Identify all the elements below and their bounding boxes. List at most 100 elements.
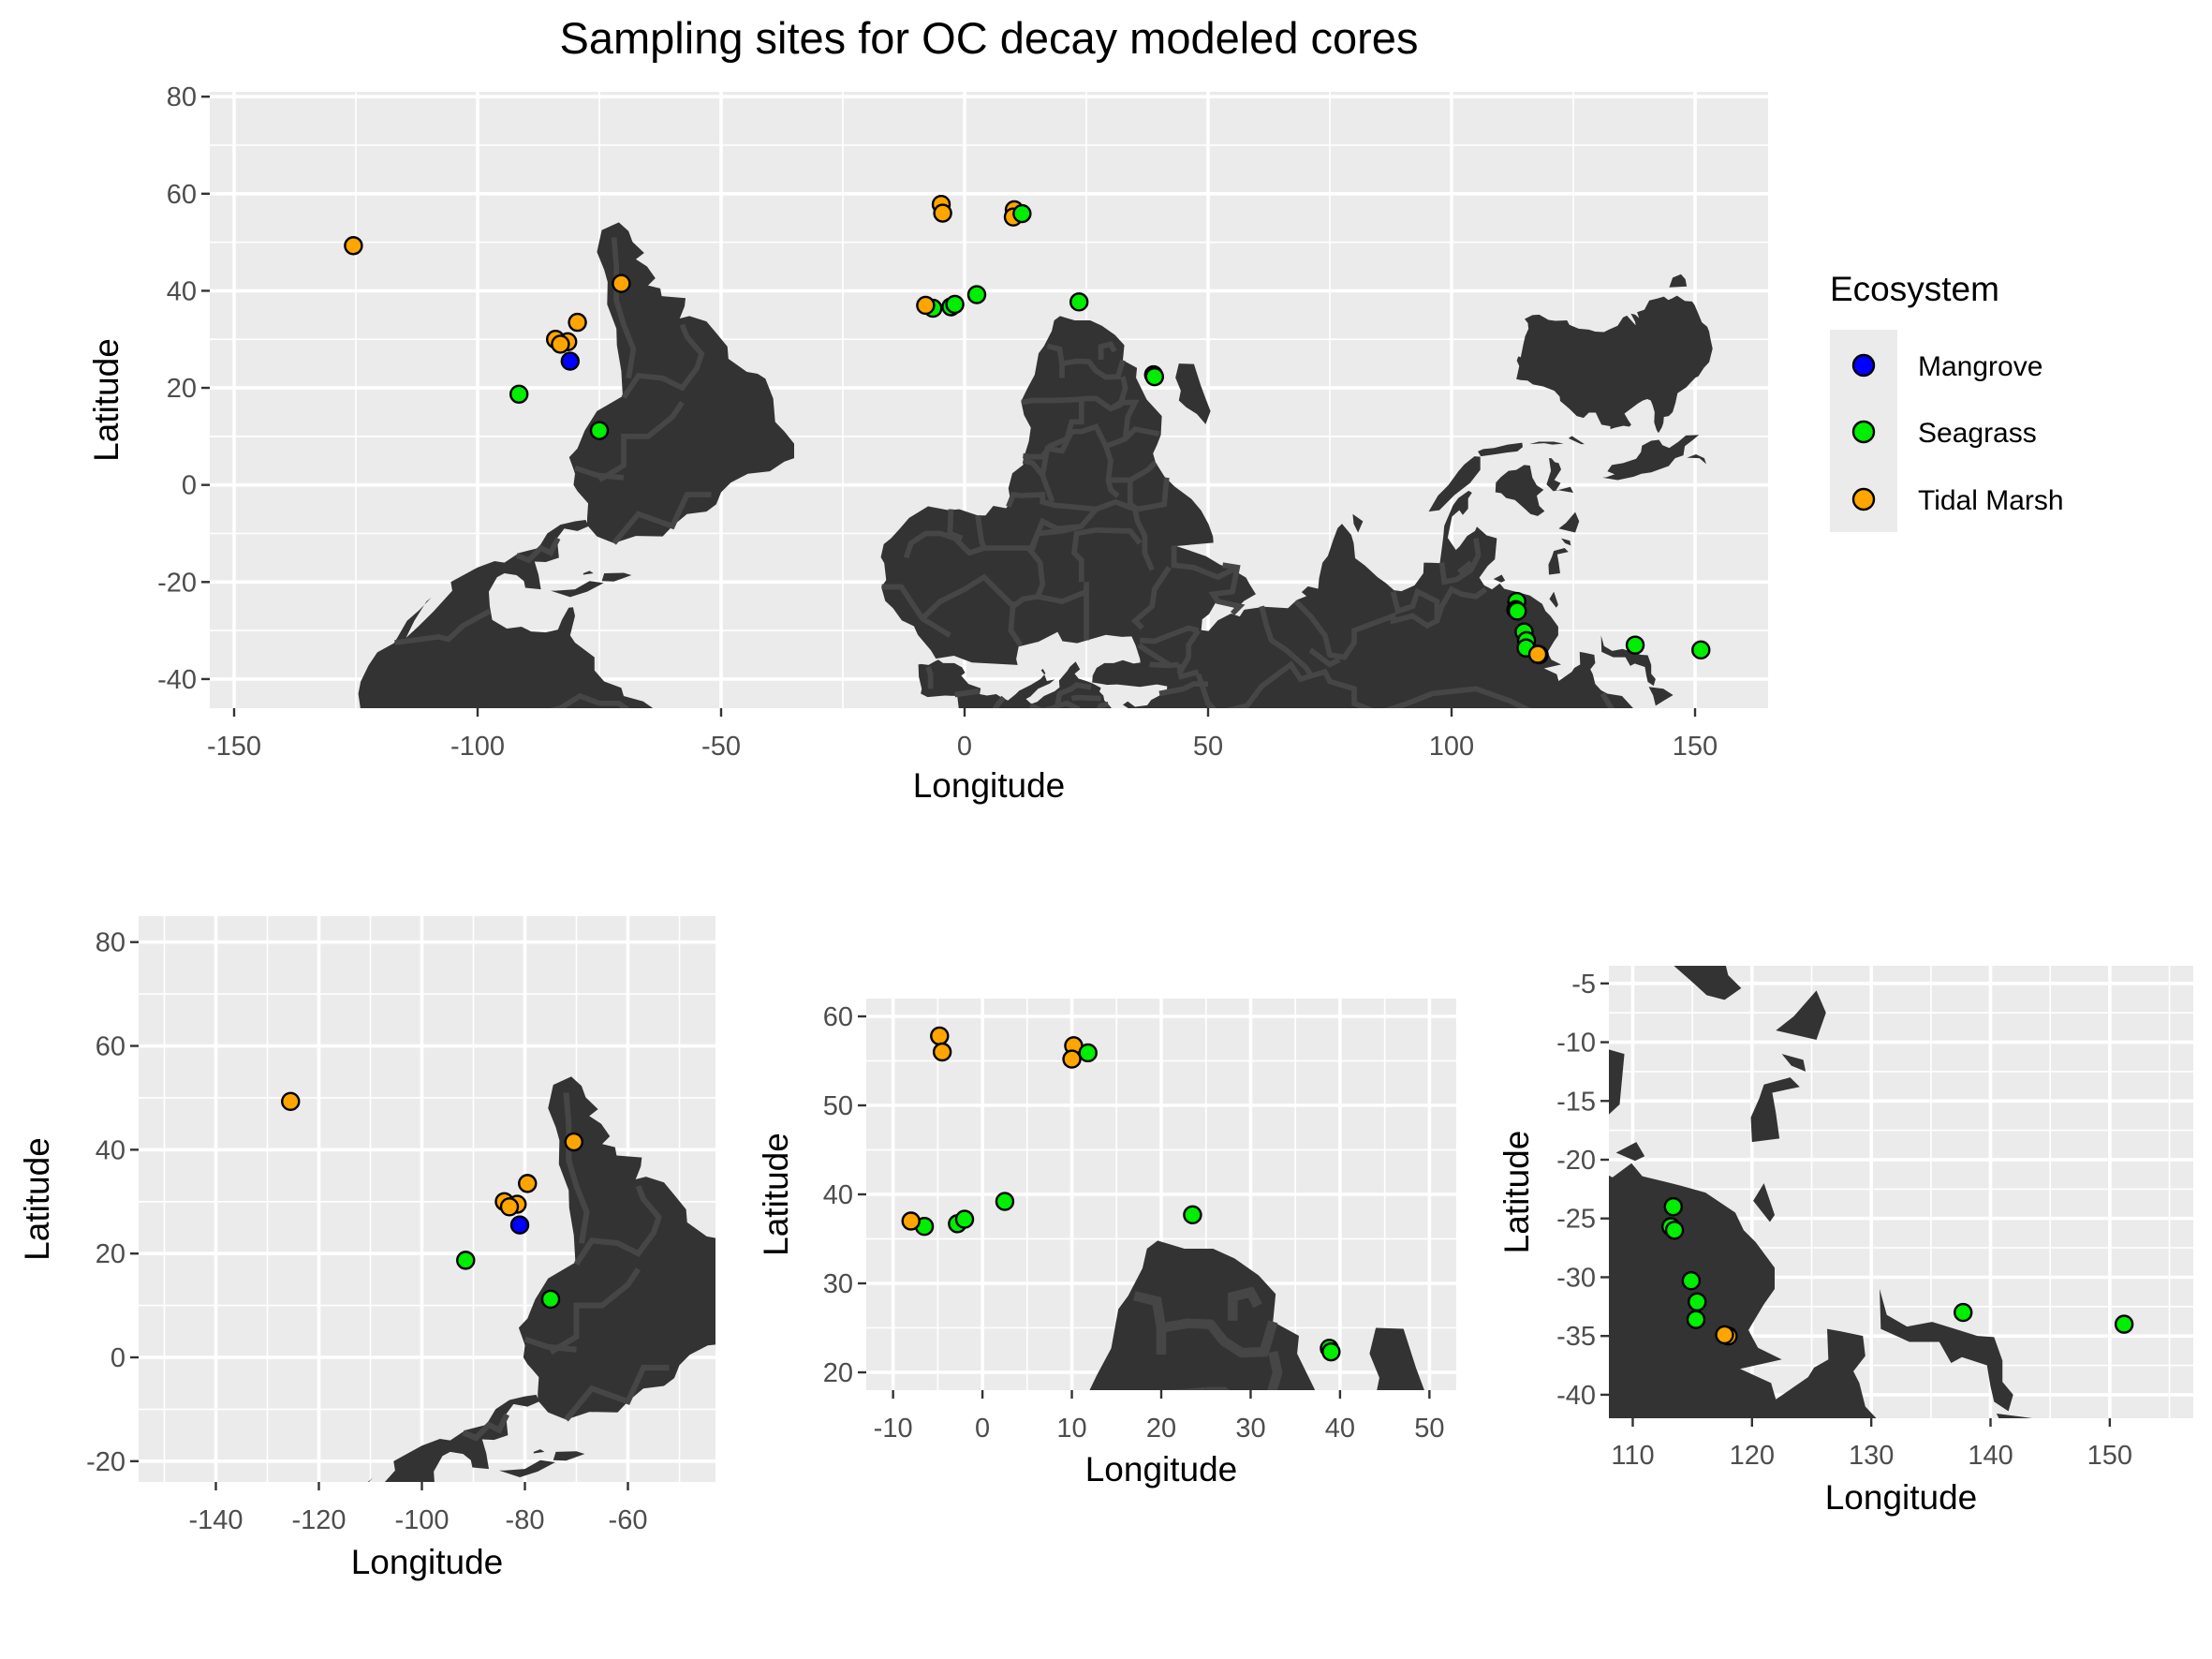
site-point-seagrass [456, 1251, 476, 1270]
x-axis-title: Longitude [913, 766, 1066, 805]
site-point-seagrass [1078, 1043, 1098, 1063]
site-point-tidal-marsh [499, 1197, 520, 1217]
y-tick-label: -20 [86, 1447, 125, 1477]
y-tick-label: -35 [1556, 1322, 1596, 1352]
x-axis-title: Longitude [1825, 1478, 1978, 1517]
y-tick-label: 60 [167, 180, 197, 210]
site-point-tidal-marsh [344, 236, 363, 256]
legend: Ecosystem Mangrove Seagrass Tidal Marsh [1830, 270, 2064, 532]
y-tick-label: 20 [823, 1358, 853, 1388]
site-point-tidal-marsh [568, 312, 587, 333]
site-point-mangrove [560, 351, 580, 371]
australia-map-panel: 110 120 130 140 150 -40 -35 -30 -25 -20 -15 -10 -5 Lo… [1497, 966, 2193, 1517]
site-point-seagrass [1012, 203, 1032, 224]
legend-key-seagrass [1851, 420, 1876, 444]
site-point-seagrass [509, 384, 529, 404]
site-point-seagrass [2114, 1314, 2134, 1334]
site-point-seagrass [1688, 1292, 1707, 1312]
y-tick-label: 60 [823, 1002, 853, 1032]
site-point-seagrass [1681, 1271, 1702, 1291]
site-point-tidal-marsh [518, 1174, 538, 1193]
y-axis-title: Latitude [1497, 1131, 1536, 1254]
site-point-tidal-marsh [564, 1132, 583, 1152]
x-tick-label: 50 [1193, 732, 1223, 762]
site-point-mangrove [509, 1215, 530, 1235]
site-point-seagrass [1664, 1221, 1685, 1240]
y-axis-title: Latitude [18, 1137, 56, 1261]
x-tick-label: -120 [291, 1505, 346, 1535]
x-tick-label: 0 [957, 732, 972, 762]
site-point-seagrass [1144, 366, 1165, 387]
site-point-seagrass [995, 1192, 1015, 1211]
y-tick-label: 20 [96, 1239, 125, 1269]
site-point-tidal-marsh [612, 274, 631, 293]
y-tick-label: 0 [111, 1343, 125, 1373]
site-point-tidal-marsh [1715, 1325, 1734, 1345]
y-tick-label: 40 [96, 1135, 125, 1165]
y-tick-label: 40 [823, 1180, 853, 1210]
europe-map-panel: -10 0 10 20 30 40 50 20 30 40 50 60 Longitude Latitud… [757, 999, 1456, 1489]
site-point-tidal-marsh [916, 295, 936, 316]
site-point-tidal-marsh [901, 1211, 921, 1231]
site-point-seagrass [1954, 1302, 1973, 1323]
x-tick-label: 10 [1056, 1414, 1086, 1444]
y-tick-label: 60 [96, 1032, 125, 1062]
x-tick-label: -150 [207, 732, 261, 762]
x-tick-label: -80 [506, 1505, 545, 1535]
y-tick-label: 50 [823, 1091, 853, 1121]
y-axis-title: Latitude [757, 1133, 795, 1256]
x-tick-label: 130 [1849, 1441, 1894, 1471]
x-axis-title: Longitude [1085, 1450, 1238, 1489]
site-point-seagrass [1321, 1341, 1341, 1362]
site-point-seagrass [1183, 1205, 1202, 1225]
x-tick-label: 100 [1429, 732, 1474, 762]
y-tick-label: -40 [157, 665, 197, 695]
site-point-seagrass [945, 294, 965, 315]
x-tick-label: -100 [394, 1505, 449, 1535]
y-tick-label: -15 [1556, 1087, 1596, 1117]
y-tick-label: -20 [1556, 1146, 1596, 1176]
x-tick-label: -60 [609, 1505, 648, 1535]
x-tick-label: 40 [1325, 1414, 1355, 1444]
legend-title: Ecosystem [1830, 270, 1999, 308]
y-tick-label: 80 [167, 82, 197, 112]
x-tick-label: 50 [1414, 1414, 1444, 1444]
site-point-tidal-marsh [930, 1026, 950, 1046]
site-point-seagrass [1625, 635, 1645, 655]
y-tick-label: 0 [182, 471, 197, 501]
y-tick-label: -30 [1556, 1263, 1596, 1293]
x-tick-label: 150 [1673, 732, 1718, 762]
site-point-seagrass [1686, 1310, 1706, 1329]
site-point-tidal-marsh [1062, 1049, 1082, 1069]
y-tick-label: 30 [823, 1269, 853, 1299]
x-tick-label: -50 [701, 732, 741, 762]
y-tick-label: -25 [1556, 1205, 1596, 1235]
x-tick-label: 110 [1611, 1441, 1654, 1471]
x-tick-label: -10 [874, 1414, 913, 1444]
y-tick-label: -5 [1571, 970, 1596, 1000]
y-tick-label: -10 [1556, 1029, 1596, 1059]
site-point-seagrass [966, 285, 987, 304]
y-tick-label: 20 [167, 374, 197, 404]
site-point-tidal-marsh [933, 203, 952, 223]
site-point-tidal-marsh [1527, 644, 1548, 664]
y-tick-label: 80 [96, 928, 125, 958]
x-tick-label: 120 [1730, 1441, 1775, 1471]
y-axis-title: Latitude [87, 338, 125, 462]
site-point-seagrass [1069, 292, 1089, 312]
y-tick-label: 40 [167, 276, 197, 306]
site-point-seagrass [954, 1209, 975, 1229]
x-tick-label: 150 [2087, 1441, 2132, 1471]
site-point-seagrass [1663, 1196, 1683, 1217]
x-tick-label: 20 [1146, 1414, 1176, 1444]
y-tick-label: -20 [157, 568, 197, 598]
x-tick-label: 30 [1235, 1414, 1265, 1444]
legend-label-seagrass: Seagrass [1918, 418, 2037, 449]
site-point-seagrass [540, 1289, 561, 1310]
x-tick-label: 140 [1968, 1441, 2013, 1471]
y-tick-label: -40 [1556, 1381, 1596, 1411]
x-tick-label: 0 [975, 1414, 990, 1444]
site-point-seagrass [1507, 601, 1527, 621]
legend-key-tidal-marsh [1851, 487, 1876, 511]
